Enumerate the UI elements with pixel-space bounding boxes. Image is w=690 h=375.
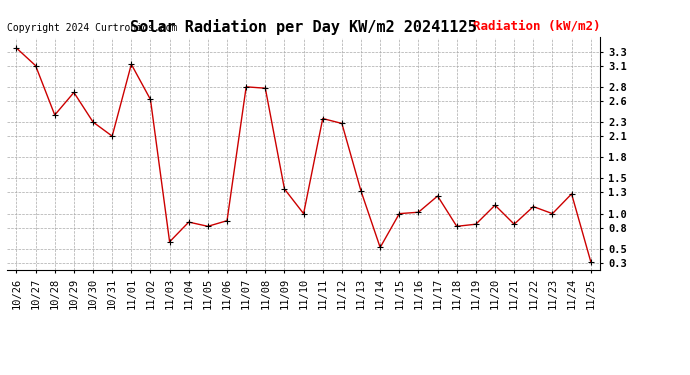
Title: Solar Radiation per Day KW/m2 20241125: Solar Radiation per Day KW/m2 20241125: [130, 19, 477, 35]
Text: Copyright 2024 Curtronics.com: Copyright 2024 Curtronics.com: [7, 23, 177, 33]
Text: Radiation (kW/m2): Radiation (kW/m2): [473, 20, 600, 33]
